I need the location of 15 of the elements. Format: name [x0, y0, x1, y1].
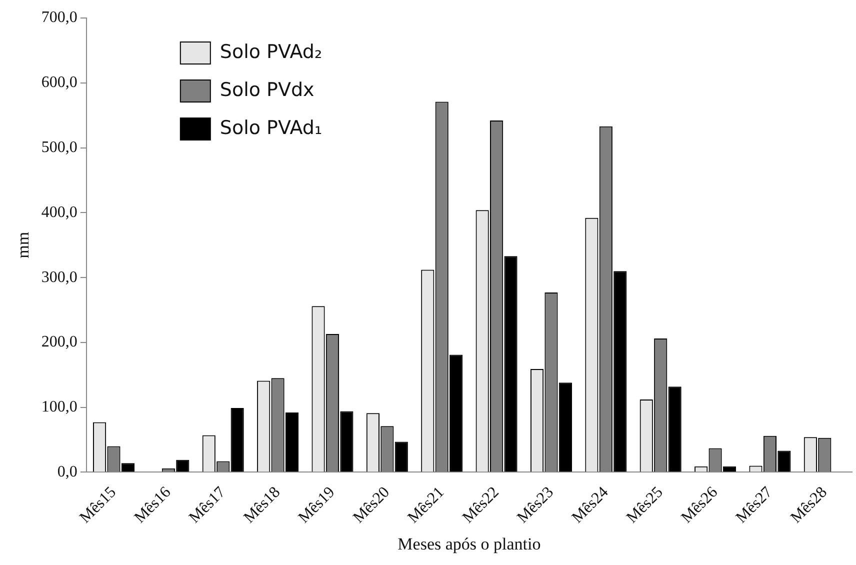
- legend-label: Solo PVdx: [220, 78, 314, 101]
- y-tick-label: 400,0: [41, 204, 78, 221]
- legend-label: Solo PVAd₁: [220, 116, 322, 139]
- y-tick-label: 500,0: [41, 138, 78, 156]
- bar: [614, 271, 627, 472]
- y-tick-label: 200,0: [41, 334, 78, 351]
- y-axis-title: mm: [14, 232, 33, 258]
- legend-label: Solo PVAd₂: [220, 40, 322, 63]
- y-tick-label: 100,0: [41, 398, 78, 416]
- y-tick-label: 0,0: [57, 463, 78, 480]
- y-tick-label: 700,0: [41, 9, 78, 26]
- y-tick-label: 300,0: [41, 268, 78, 286]
- bar: [450, 354, 463, 472]
- x-axis-title: Meses após o plantio: [398, 534, 541, 554]
- y-tick-label: 600,0: [41, 74, 78, 92]
